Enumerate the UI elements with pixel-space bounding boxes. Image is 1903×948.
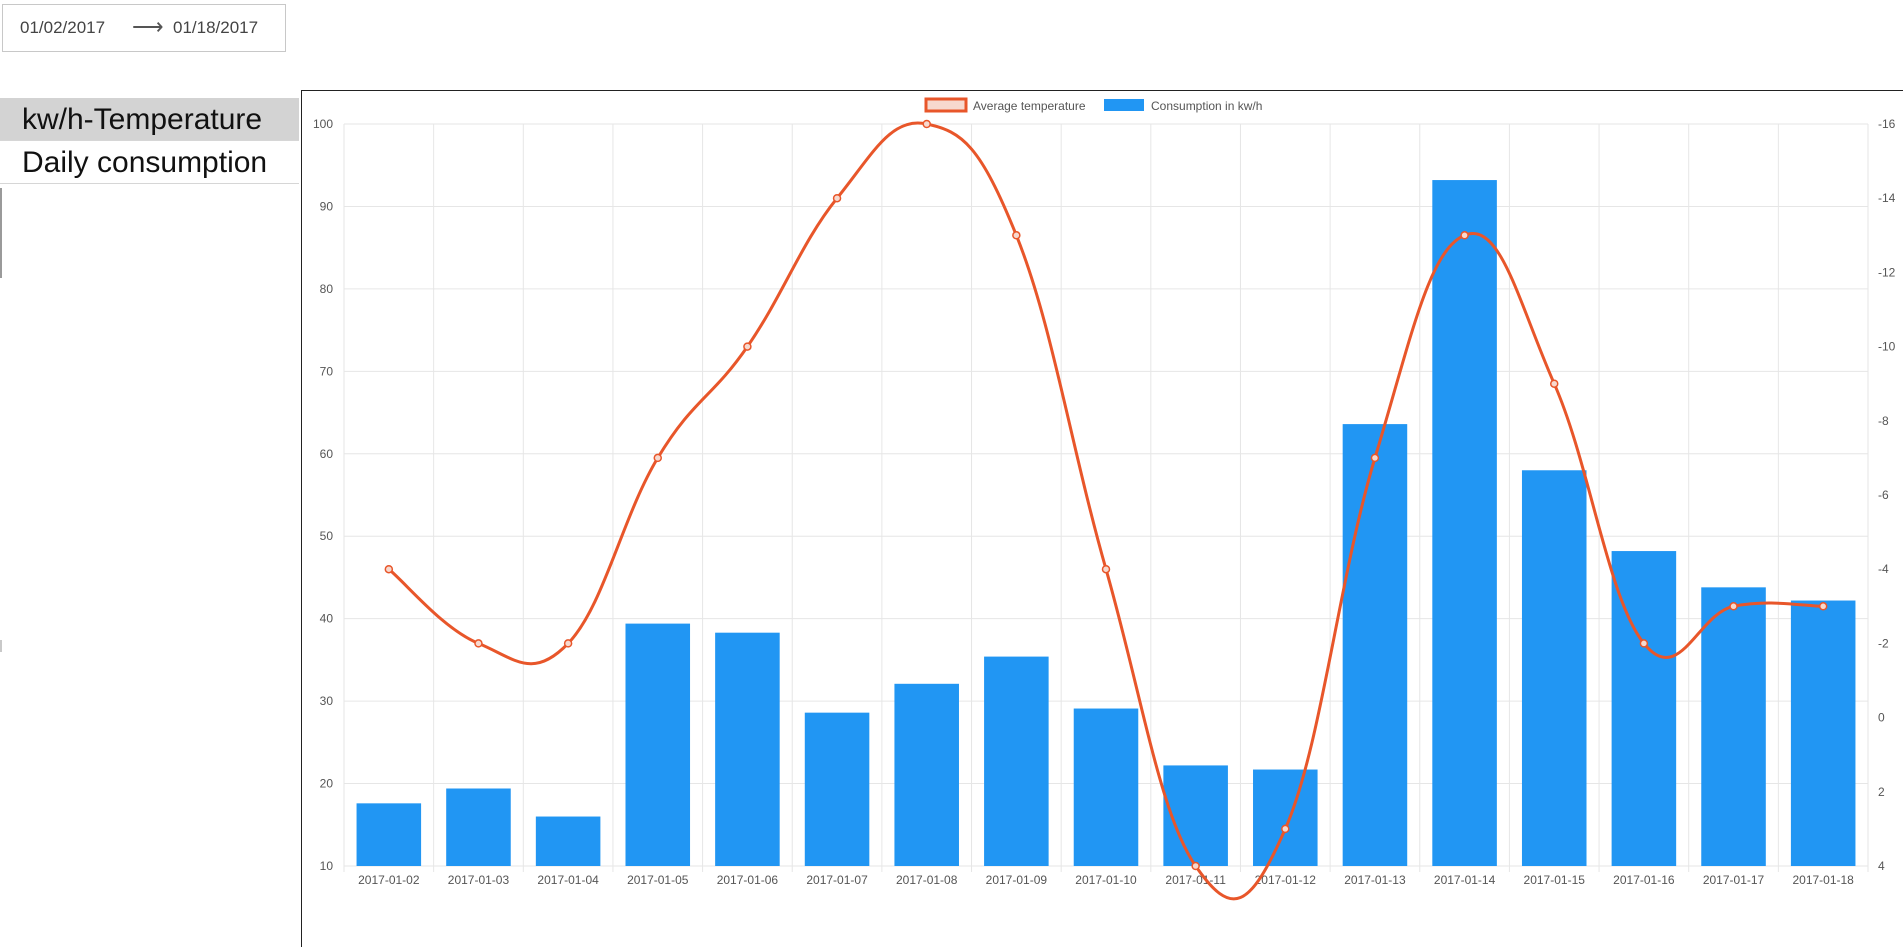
date-range-picker[interactable]: 01/02/2017 ⟶ 01/18/2017 xyxy=(2,4,286,52)
arrow-right-icon: ⟶ xyxy=(132,14,164,39)
sidebar: kw/h-Temperature Daily consumption xyxy=(0,98,299,184)
line-point xyxy=(1281,824,1290,834)
x-tick-label: 2017-01-11 xyxy=(1165,873,1226,887)
line-point xyxy=(1370,453,1380,463)
line-point xyxy=(1012,231,1021,240)
sidebar-edge-marker xyxy=(0,640,2,652)
y-right-tick-label: 2 xyxy=(1878,785,1885,799)
y-left-tick-label: 80 xyxy=(320,282,334,296)
combo-chart: 100908070605040302010-16-14-12-10-8-6-4-… xyxy=(313,97,1896,901)
legend-label-consumption: Consumption in kw/h xyxy=(1151,99,1262,113)
bar xyxy=(1342,424,1408,866)
x-tick-label: 2017-01-02 xyxy=(358,873,420,887)
bar xyxy=(804,712,870,866)
y-left-tick-label: 60 xyxy=(320,447,334,461)
x-tick-label: 2017-01-06 xyxy=(717,873,779,887)
line-point xyxy=(384,564,394,574)
x-tick-label: 2017-01-16 xyxy=(1613,873,1675,887)
y-right-tick-label: -14 xyxy=(1878,191,1896,205)
bar xyxy=(1163,765,1228,866)
line-point xyxy=(1549,379,1559,388)
line-point xyxy=(474,639,483,648)
x-tick-label: 2017-01-04 xyxy=(537,873,599,887)
x-tick-label: 2017-01-05 xyxy=(627,873,689,887)
bar xyxy=(446,788,511,866)
start-date[interactable]: 01/02/2017 xyxy=(20,18,106,37)
x-tick-label: 2017-01-03 xyxy=(448,873,510,887)
y-right-tick-label: -2 xyxy=(1878,636,1889,650)
y-right-tick-label: -10 xyxy=(1878,340,1896,354)
line-point xyxy=(1818,602,1828,611)
bar xyxy=(715,632,780,866)
bar xyxy=(356,803,422,866)
y-left-tick-label: 50 xyxy=(320,529,334,543)
end-date[interactable]: 01/18/2017 xyxy=(173,18,259,37)
y-right-tick-label: -6 xyxy=(1878,488,1889,502)
y-left-tick-label: 40 xyxy=(320,612,334,626)
y-left-tick-label: 30 xyxy=(320,694,334,708)
bar xyxy=(535,816,601,866)
y-right-tick-label: -4 xyxy=(1878,562,1889,576)
bar xyxy=(1701,587,1766,866)
sidebar-edge-marker xyxy=(0,188,2,278)
y-left-tick-label: 100 xyxy=(313,117,333,131)
x-tick-label: 2017-01-17 xyxy=(1703,873,1765,887)
x-tick-label: 2017-01-15 xyxy=(1524,873,1586,887)
sidebar-item-daily-consumption[interactable]: Daily consumption xyxy=(0,141,299,184)
line-point xyxy=(1191,861,1200,871)
bar xyxy=(894,683,959,866)
line-point xyxy=(653,453,663,463)
bar xyxy=(1073,708,1139,866)
x-tick-label: 2017-01-14 xyxy=(1434,873,1496,887)
bar xyxy=(1253,769,1318,866)
y-left-tick-label: 20 xyxy=(320,777,334,791)
bar xyxy=(1790,600,1856,866)
bar xyxy=(984,656,1049,866)
y-right-tick-label: 4 xyxy=(1878,859,1885,873)
x-tick-label: 2017-01-13 xyxy=(1344,873,1406,887)
sidebar-item-kwh-temperature[interactable]: kw/h-Temperature xyxy=(0,98,299,141)
line-point xyxy=(832,193,842,203)
x-tick-label: 2017-01-09 xyxy=(986,873,1048,887)
bar xyxy=(1521,470,1587,866)
line-point xyxy=(1639,639,1649,648)
y-right-tick-label: 0 xyxy=(1878,711,1885,725)
line-point xyxy=(563,639,573,648)
bar xyxy=(1432,180,1497,866)
x-tick-label: 2017-01-08 xyxy=(896,873,958,887)
x-tick-label: 2017-01-07 xyxy=(806,873,868,887)
legend-label-average-temperature: Average temperature xyxy=(973,99,1086,113)
line-point xyxy=(1729,602,1738,611)
x-tick-label: 2017-01-18 xyxy=(1792,873,1854,887)
line-point xyxy=(1101,564,1111,574)
y-left-tick-label: 70 xyxy=(320,364,334,378)
y-right-tick-label: -12 xyxy=(1878,265,1896,279)
bar xyxy=(625,623,691,866)
sidebar-item-label: Daily consumption xyxy=(22,146,268,179)
line-point xyxy=(1460,231,1469,240)
y-right-tick-label: -16 xyxy=(1878,117,1896,131)
line-point xyxy=(743,342,752,351)
legend-swatch-average-temperature xyxy=(924,97,968,113)
line-point xyxy=(922,119,931,129)
sidebar-item-label: kw/h-Temperature xyxy=(22,103,263,136)
y-left-tick-label: 10 xyxy=(320,859,334,873)
chart-panel: 100 90 80 70 60 50 40 30 20 10 -16 -14 -12 -10 -8 -6 -4-… xyxy=(301,90,1903,947)
legend-swatch-consumption xyxy=(1104,99,1144,111)
y-left-tick-label: 90 xyxy=(320,199,334,213)
y-right-tick-label: -8 xyxy=(1878,414,1889,428)
x-tick-label: 2017-01-12 xyxy=(1255,873,1317,887)
x-tick-label: 2017-01-10 xyxy=(1075,873,1137,887)
